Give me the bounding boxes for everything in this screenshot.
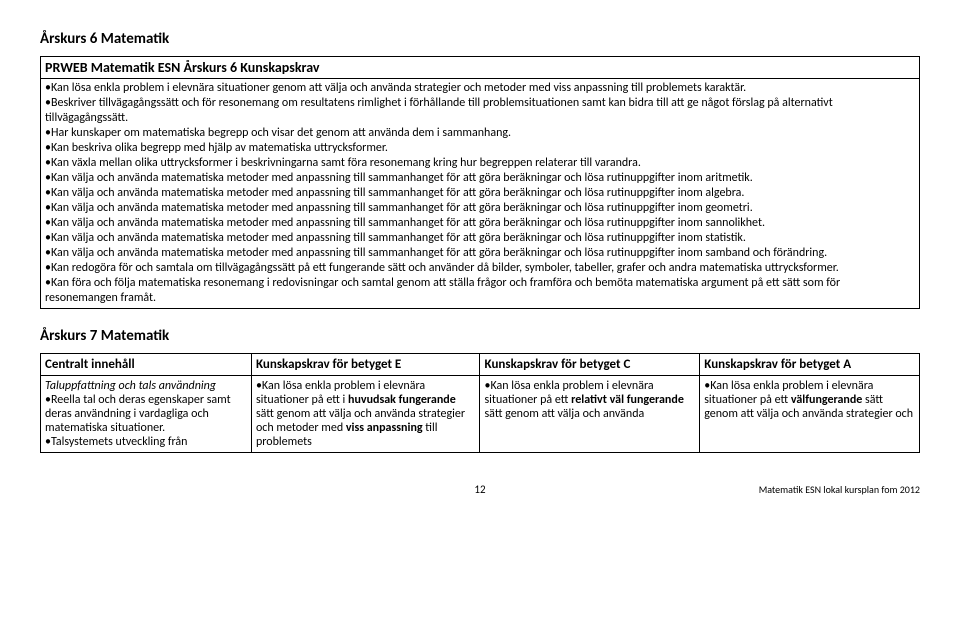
bullet-item: •Kan beskriva olika begrepp med hjälp av… (45, 141, 915, 156)
cell-text: •Reella tal och deras egenskaper samt de… (45, 393, 231, 449)
heading-arskurs-7: Årskurs 7 Matematik (40, 327, 920, 345)
cell-betyg-e: •Kan lösa enkla problem i elevnära situa… (251, 376, 480, 453)
box-body: •Kan lösa enkla problem i elevnära situa… (41, 79, 919, 308)
heading-arskurs-6: Årskurs 6 Matematik (40, 30, 920, 48)
cell-bold: välfungerande (791, 393, 863, 407)
cell-bold: viss anpassning (346, 421, 423, 435)
footer-right: Matematik ESN lokal kursplan fom 2012 (759, 483, 920, 496)
kunskapskrav-table: Centralt innehåll Kunskapskrav för betyg… (40, 353, 920, 453)
cell-text: sätt genom att välja och använda (484, 407, 644, 421)
bullet-item: •Kan redogöra för och samtala om tillväg… (45, 261, 915, 276)
box-title: PRWEB Matematik ESN Årskurs 6 Kunskapskr… (41, 57, 919, 79)
bullet-item: •Kan lösa enkla problem i elevnära situa… (45, 81, 915, 96)
table-header: Kunskapskrav för betyget A (700, 354, 920, 376)
bullet-item: •Kan välja och använda matematiska metod… (45, 186, 915, 201)
cell-bold: huvudsak fungerande (348, 393, 456, 407)
bullet-item: •Kan växla mellan olika uttrycksformer i… (45, 156, 915, 171)
cell-italic: Taluppfattning och tals användning (45, 379, 216, 393)
bullet-item: •Kan välja och använda matematiska metod… (45, 171, 915, 186)
bullet-item: •Kan föra och följa matematiska resonema… (45, 276, 915, 306)
cell-centralt: Taluppfattning och tals användning •Reel… (41, 376, 252, 453)
footer: 12 Matematik ESN lokal kursplan fom 2012 (40, 483, 920, 496)
bullet-item: •Kan välja och använda matematiska metod… (45, 246, 915, 261)
table-header: Kunskapskrav för betyget E (251, 354, 480, 376)
table-header: Centralt innehåll (41, 354, 252, 376)
table-header: Kunskapskrav för betyget C (480, 354, 700, 376)
cell-betyg-c: •Kan lösa enkla problem i elevnära situa… (480, 376, 700, 453)
cell-betyg-a: •Kan lösa enkla problem i elevnära situa… (700, 376, 920, 453)
kunskapskrav-box: PRWEB Matematik ESN Årskurs 6 Kunskapskr… (40, 56, 920, 309)
bullet-item: •Kan välja och använda matematiska metod… (45, 231, 915, 246)
bullet-item: •Kan välja och använda matematiska metod… (45, 216, 915, 231)
bullet-item: •Beskriver tillvägagångssätt och för res… (45, 96, 915, 126)
bullet-item: •Har kunskaper om matematiska begrepp oc… (45, 126, 915, 141)
table-row: Taluppfattning och tals användning •Reel… (41, 376, 920, 453)
bullet-item: •Kan välja och använda matematiska metod… (45, 201, 915, 216)
cell-bold: relativt väl fungerande (571, 393, 684, 407)
